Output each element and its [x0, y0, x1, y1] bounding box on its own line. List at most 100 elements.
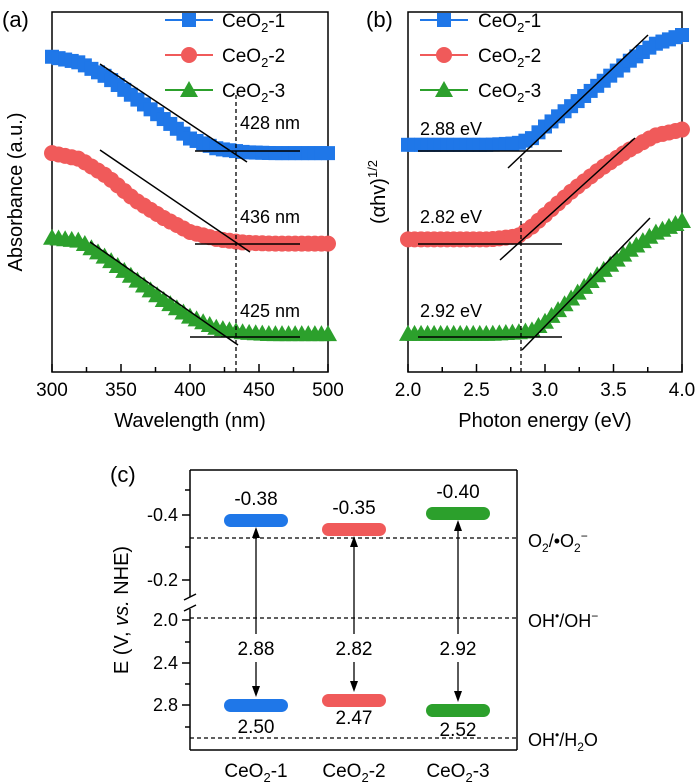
panel-b-x-axis: 2.0 2.5 3.0 3.5 4.0 [395, 364, 695, 401]
panel-b-ylabel: (αhv)1/2 [365, 160, 390, 224]
band-ceo2-3: -0.40 2.92 2.52 [426, 482, 490, 741]
panel-b-plot-area [399, 28, 691, 341]
legend-b-circle-marker [436, 47, 452, 63]
panel-c-x-labels: CeO2-1 CeO2-2 CeO2-3 [224, 761, 489, 782]
y-tick-label: 2.0 [153, 610, 178, 630]
legend-b-item-3: CeO2-3 [420, 81, 541, 105]
x-tick-label: 450 [243, 380, 275, 401]
x-tick-label: 500 [312, 380, 344, 401]
series-b-3 [399, 212, 691, 341]
panel-a-ylabel: Absorbance (a.u.) [5, 113, 27, 272]
annotation-2-92ev: 2.92 eV [420, 301, 482, 321]
panel-b-fit-lines [418, 34, 651, 351]
panel-a-x-axis: 300 350 400 450 500 [36, 364, 344, 401]
legend-a-triangle-marker [180, 81, 198, 97]
arrowhead-up [252, 527, 260, 538]
legend-b-item-1: CeO2-1 [420, 11, 541, 35]
arrowhead-down [252, 686, 260, 697]
panel-b-legend: CeO2-1 CeO2-2 CeO2-3 [420, 11, 541, 105]
legend-a-item-2: CeO2-2 [165, 46, 285, 70]
panel-b: (b) 2.88 eV 2.82 eV 2.92 eV CeO2-1 Ce [365, 7, 695, 432]
legend-b-item-2: CeO2-2 [420, 46, 541, 70]
arrowhead-down [454, 691, 462, 702]
x-tick-label: 400 [174, 380, 206, 401]
x-tick-label: 3.0 [532, 380, 558, 401]
legend-a-item-3: CeO2-3 [165, 81, 285, 105]
legend-a-label-1: CeO2-1 [222, 11, 285, 35]
annotation-2-82ev: 2.82 eV [420, 207, 482, 227]
category-label-ceo2-1: CeO2-1 [224, 761, 287, 782]
annotation-2-88ev: 2.88 eV [420, 119, 482, 139]
legend-a-circle-marker [181, 47, 197, 63]
cb-value-ceo2-2: -0.35 [332, 498, 375, 519]
y-tick-label: -0.2 [147, 570, 178, 590]
panel-a-xlabel: Wavelength (nm) [114, 410, 266, 432]
x-tick-label: 350 [105, 380, 137, 401]
category-label-ceo2-2: CeO2-2 [322, 761, 385, 782]
legend-b-triangle-marker [435, 81, 453, 97]
panel-c-y-tick-labels: -0.4 -0.2 2.0 2.4 2.8 [147, 505, 178, 715]
panel-c: (c) -0.4 -0.2 2.0 [110, 462, 598, 782]
x-tick-label: 2.0 [395, 380, 421, 401]
cb-value-ceo2-3: -0.40 [436, 482, 479, 503]
legend-b-label-1: CeO2-1 [478, 11, 541, 35]
data-point [319, 325, 337, 342]
fit-line-a2 [99, 149, 251, 253]
legend-b-label-3: CeO2-3 [478, 81, 541, 105]
vb-value-ceo2-1: 2.50 [238, 717, 275, 738]
fit-line-a1 [99, 63, 248, 163]
legend-b-label-2: CeO2-2 [478, 46, 541, 70]
vb-bar-ceo2-2 [322, 694, 386, 707]
y-tick-label: -0.4 [147, 505, 178, 525]
data-point [320, 235, 336, 252]
data-point [675, 28, 689, 42]
arrowhead-down [350, 681, 358, 692]
series-a-2 [44, 145, 336, 252]
vb-value-ceo2-3: 2.52 [440, 720, 477, 741]
x-tick-label: 300 [36, 380, 68, 401]
data-point [674, 121, 690, 138]
cb-bar-ceo2-1 [224, 514, 288, 527]
data-point [321, 146, 335, 161]
cb-value-ceo2-1: -0.38 [234, 489, 277, 510]
annotation-425nm: 425 nm [240, 301, 300, 321]
legend-a-square-marker [182, 13, 196, 27]
panel-c-label: (c) [110, 462, 136, 487]
gap-value-ceo2-3: 2.92 [440, 639, 477, 660]
gap-value-ceo2-1: 2.88 [238, 639, 275, 660]
panel-c-ylabel: E (V, vs. NHE) [111, 546, 133, 674]
panel-b-label: (b) [366, 7, 393, 32]
x-tick-label: 4.0 [669, 380, 695, 401]
legend-b-square-marker [437, 13, 451, 27]
cb-bar-ceo2-2 [322, 523, 386, 536]
vb-bar-ceo2-1 [224, 699, 288, 712]
gap-value-ceo2-2: 2.82 [336, 639, 373, 660]
legend-a-label-2: CeO2-2 [222, 46, 285, 70]
series-a-1 [45, 49, 335, 161]
panel-a-label: (a) [2, 7, 29, 32]
band-ceo2-1: -0.38 2.50 2.88 [224, 489, 288, 738]
band-ceo2-2: -0.35 2.82 2.47 [322, 498, 386, 729]
panel-c-y-ticks [182, 489, 190, 728]
panel-a-plot-area [43, 49, 337, 342]
fit-line-a3 [89, 241, 239, 346]
vb-value-ceo2-2: 2.47 [336, 708, 373, 729]
panel-a: (a) 428 nm 436 nm 425 nm CeO2-1 [2, 7, 344, 432]
legend-a-label-3: CeO2-3 [222, 81, 285, 105]
arrowhead-up [350, 536, 358, 547]
ref-label-oh-h2o: OH•/H2O [528, 728, 598, 754]
panel-a-fit-lines [89, 63, 300, 346]
y-tick-label: 2.8 [153, 695, 178, 715]
axis-break-mark [183, 593, 197, 612]
category-label-ceo2-3: CeO2-3 [426, 761, 489, 782]
x-tick-label: 3.5 [600, 380, 626, 401]
ref-label-oh-oh: OH•/OH− [528, 609, 598, 631]
panel-a-legend: CeO2-1 CeO2-2 CeO2-3 [165, 11, 285, 105]
ref-label-o2: O2/•O2− [528, 529, 588, 555]
legend-a-item-1: CeO2-1 [165, 11, 285, 35]
data-point [673, 212, 691, 229]
fit-line-b3 [521, 217, 651, 351]
annotation-428nm: 428 nm [240, 113, 300, 133]
panel-b-xlabel: Photon energy (eV) [458, 410, 631, 432]
